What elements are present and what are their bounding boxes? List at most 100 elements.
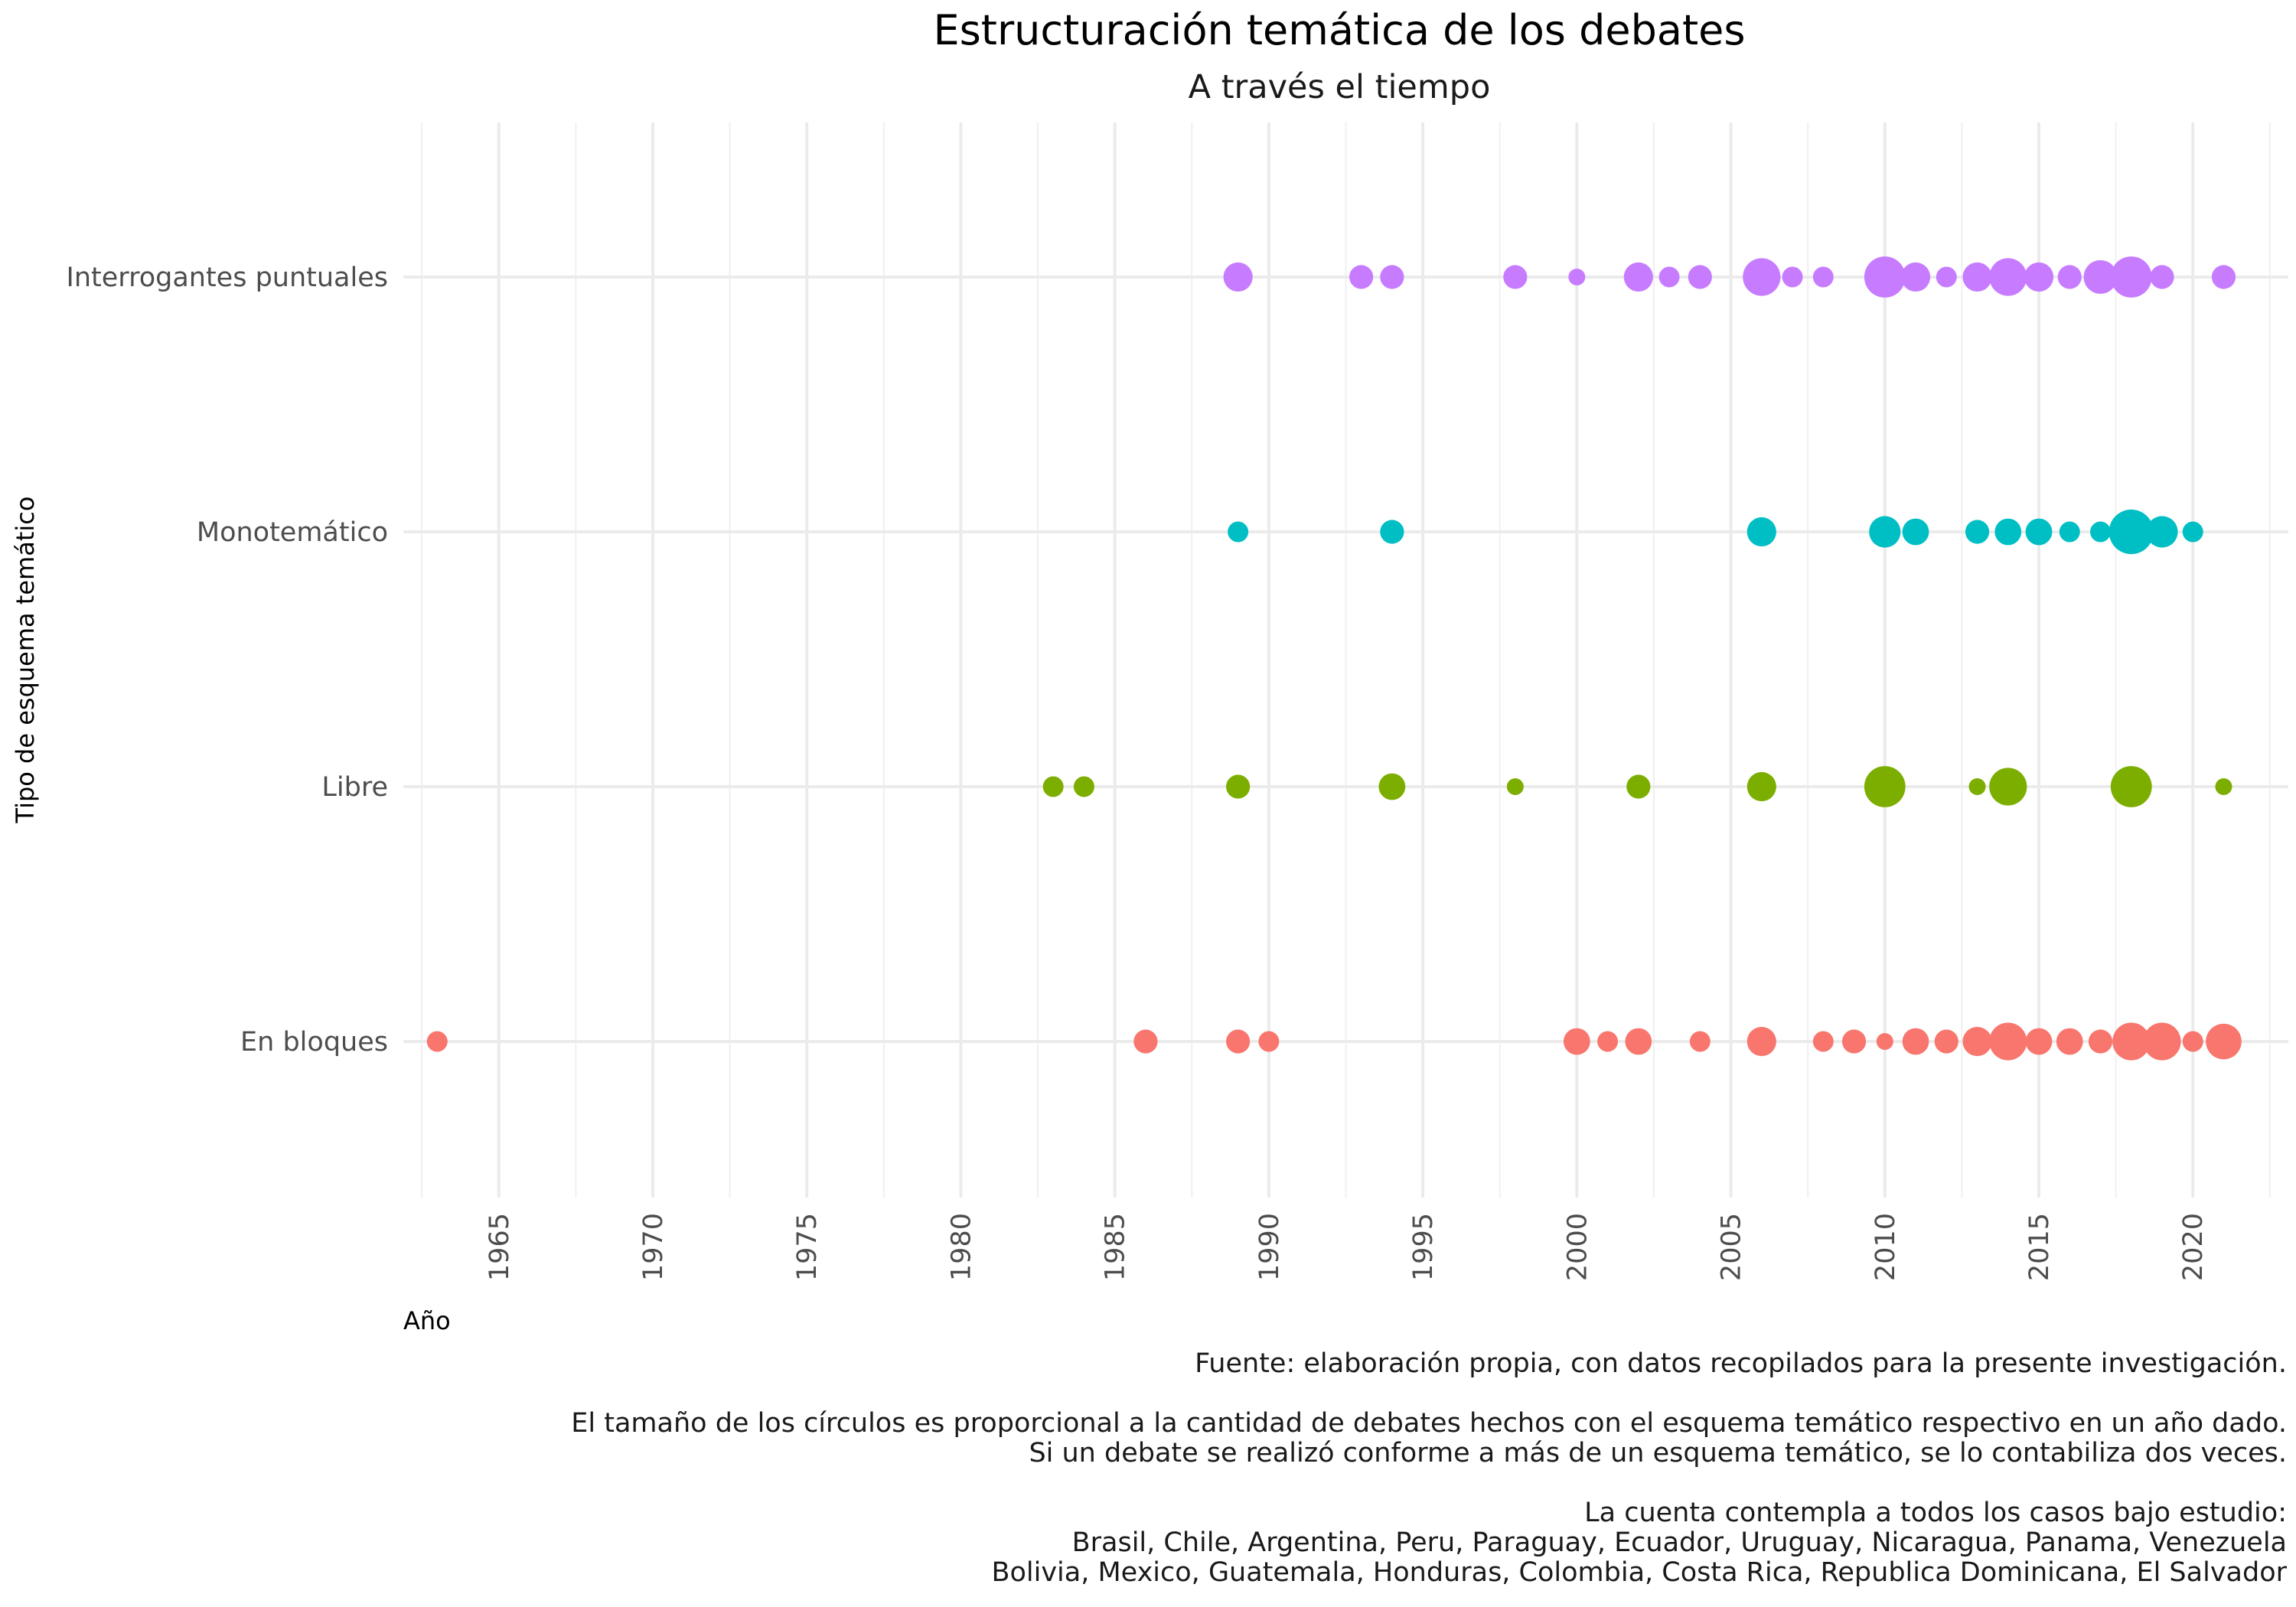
data-point <box>1226 1029 1251 1054</box>
data-point <box>1042 776 1064 797</box>
y-axis-title: Tipo de esquema temático <box>11 497 40 824</box>
data-point <box>1625 1028 1652 1055</box>
data-point <box>2056 1028 2083 1055</box>
data-point <box>1746 1026 1776 1057</box>
x-tick-label: 1975 <box>792 1213 823 1281</box>
data-point <box>1623 262 1653 292</box>
data-point <box>1568 269 1586 285</box>
data-point <box>1228 521 1249 543</box>
data-point <box>1563 1028 1590 1055</box>
data-point <box>1934 1029 1958 1054</box>
x-tick-label: 1980 <box>946 1213 977 1281</box>
data-point <box>1506 778 1524 795</box>
data-point <box>2211 265 2236 289</box>
data-point <box>1226 774 1251 799</box>
data-point <box>2182 1031 2203 1052</box>
data-point <box>1989 768 2027 806</box>
data-point <box>1380 520 1404 544</box>
data-point <box>2206 1023 2242 1060</box>
data-point <box>1900 262 1931 292</box>
data-point <box>1597 1031 1619 1052</box>
data-point <box>1962 1026 1992 1057</box>
x-tick-label: 2020 <box>2178 1213 2209 1281</box>
data-point <box>1378 773 1406 800</box>
data-point <box>1968 778 1986 795</box>
x-tick-label: 2015 <box>2024 1213 2055 1281</box>
x-tick-label: 1970 <box>638 1213 669 1281</box>
data-point <box>1962 262 1992 292</box>
data-point <box>2059 521 2080 543</box>
data-point <box>1223 262 1253 292</box>
data-point <box>2025 1028 2053 1055</box>
data-point <box>1133 1029 1158 1054</box>
data-point <box>1989 1022 2027 1061</box>
data-point <box>1349 265 1374 289</box>
category-label: Monotemático <box>197 517 388 548</box>
caption-line: Bolivia, Mexico, Guatemala, Honduras, Co… <box>991 1557 2287 1588</box>
data-point <box>1258 1031 1280 1052</box>
data-point <box>2182 521 2203 543</box>
data-point <box>2024 262 2054 292</box>
x-tick-label: 1965 <box>484 1213 515 1281</box>
data-point <box>1812 266 1834 288</box>
caption-line: El tamaño de los círculos es proporciona… <box>571 1408 2287 1439</box>
data-point <box>1989 258 2027 296</box>
data-points <box>426 256 2242 1061</box>
data-point <box>1902 518 1929 546</box>
caption-line: Fuente: elaboración propia, con datos re… <box>1195 1348 2287 1379</box>
category-labels: Interrogantes puntuales Monotemático Libre… <box>67 262 388 1058</box>
category-label: En bloques <box>240 1027 388 1058</box>
data-point <box>1689 1031 1711 1052</box>
data-point <box>1965 520 1990 544</box>
data-point <box>1626 774 1651 799</box>
caption-line: Si un debate se realizó conforme a más d… <box>1029 1438 2287 1468</box>
data-point <box>1658 266 1680 288</box>
data-point <box>1782 266 1803 288</box>
x-tick-label: 1990 <box>1254 1213 1285 1281</box>
data-point <box>1994 518 2022 546</box>
data-point <box>2112 1022 2151 1061</box>
chart-title: Estructuración temática de los debates <box>934 6 1746 54</box>
caption: Fuente: elaboración propia, con datos re… <box>571 1348 2287 1588</box>
data-point <box>1864 256 1906 298</box>
data-point <box>2143 1022 2181 1061</box>
category-label: Libre <box>321 772 388 803</box>
data-point <box>2110 256 2152 298</box>
data-point <box>1688 265 1712 289</box>
x-axis-title: Año <box>403 1306 451 1335</box>
data-point <box>2090 521 2112 543</box>
data-point <box>1812 1031 1834 1052</box>
data-point <box>1869 516 1901 548</box>
data-point <box>1902 1028 1929 1055</box>
data-point <box>2215 778 2232 795</box>
data-point <box>1746 771 1776 802</box>
category-label: Interrogantes puntuales <box>67 262 388 293</box>
data-point <box>1503 265 1528 289</box>
data-point <box>2146 516 2178 548</box>
chart-subtitle: A través el tiempo <box>1189 68 1491 106</box>
data-point <box>2110 766 2152 807</box>
data-point <box>2083 260 2118 294</box>
x-tick-label: 2000 <box>1562 1213 1593 1281</box>
data-point <box>1073 776 1094 797</box>
data-point <box>1936 266 1957 288</box>
x-tick-labels: 1965 1970 1975 1980 1985 1990 1995 2000 2005 2010… <box>484 1213 2209 1281</box>
caption-line: La cuenta contempla a todos los casos ba… <box>1584 1498 2287 1528</box>
data-point <box>1746 517 1776 547</box>
data-point <box>2150 265 2174 289</box>
caption-line: Brasil, Chile, Argentina, Peru, Paraguay… <box>1072 1527 2287 1558</box>
data-point <box>1743 258 1781 296</box>
data-point <box>1380 265 1404 289</box>
data-point <box>2057 265 2082 289</box>
x-tick-label: 2005 <box>1717 1213 1747 1281</box>
data-point <box>426 1031 448 1052</box>
x-tick-label: 1985 <box>1101 1213 1131 1281</box>
x-tick-label: 2010 <box>1870 1213 1901 1281</box>
x-tick-label: 1995 <box>1408 1213 1439 1281</box>
data-point <box>2108 509 2154 555</box>
data-point <box>1876 1033 1893 1050</box>
data-point <box>1841 1029 1867 1054</box>
data-point <box>2088 1029 2113 1054</box>
data-point <box>1864 766 1906 807</box>
